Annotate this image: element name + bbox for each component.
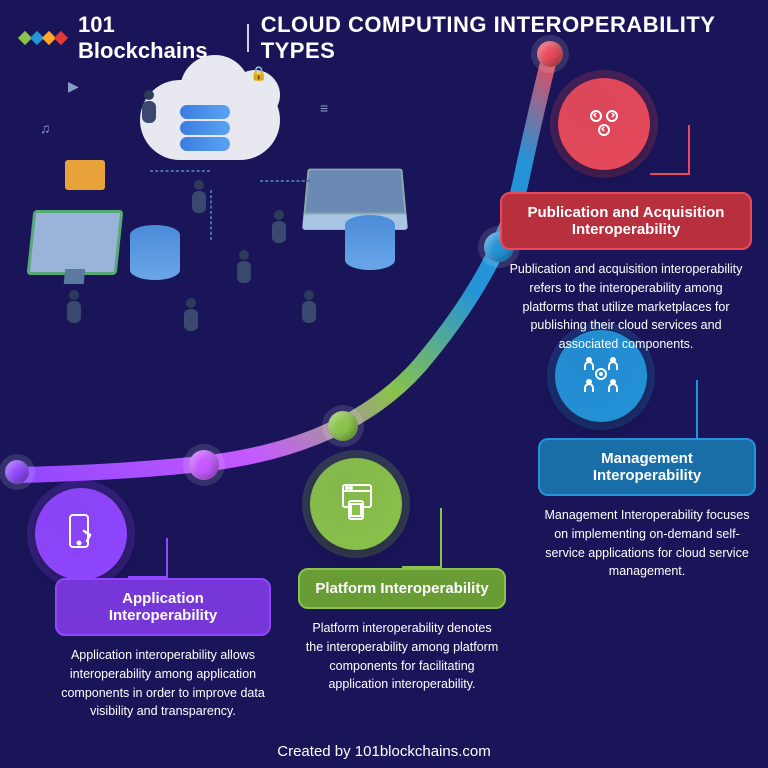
connector-line: [648, 380, 698, 440]
arc-dot: [5, 460, 29, 484]
connector-line: [402, 508, 442, 568]
application-title: Application Interoperability: [55, 578, 271, 636]
connector-line: [128, 538, 168, 578]
platform-description: Platform interoperability denotes the in…: [298, 619, 506, 694]
publication-card: Publication and Acquisition Interoperabi…: [500, 192, 752, 354]
platform-icon: [335, 481, 377, 528]
platform-card: Platform Interoperability Platform intero…: [298, 568, 506, 694]
management-description: Management Interoperability focuses on i…: [538, 506, 756, 581]
application-node: [35, 488, 127, 580]
arc-dot: [537, 41, 563, 67]
platform-title: Platform Interoperability: [298, 568, 506, 609]
application-description: Application interoperability allows inte…: [55, 646, 271, 721]
publication-node: [558, 78, 650, 170]
logo-mark: [20, 33, 66, 43]
arc-dot: [328, 411, 358, 441]
application-icon: [60, 511, 102, 558]
connector-line: [650, 125, 690, 175]
publication-description: Publication and acquisition interoperabi…: [500, 260, 752, 354]
management-card: Management Interoperability Management In…: [538, 438, 756, 581]
arc-dot: [189, 450, 219, 480]
management-icon: [579, 352, 623, 401]
platform-node: [310, 458, 402, 550]
management-title: Management Interoperability: [538, 438, 756, 496]
application-card: Application Interoperability Application …: [55, 578, 271, 721]
publication-icon: [584, 102, 624, 147]
vertical-divider: [247, 24, 249, 52]
footer-text: Created by 101blockchains.com: [0, 743, 768, 760]
publication-title: Publication and Acquisition Interoperabi…: [500, 192, 752, 250]
